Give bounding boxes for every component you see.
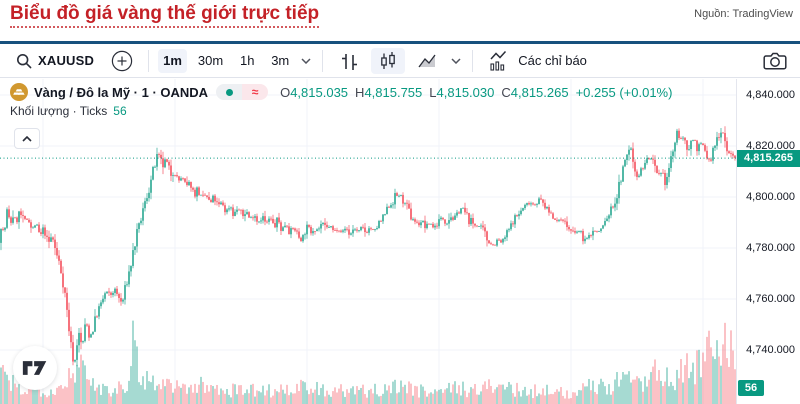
chevron-up-icon: [22, 135, 32, 142]
timeframe-1m[interactable]: 1m: [158, 48, 187, 73]
toolbar-separator: [472, 49, 474, 72]
chart-toolbar: XAUUSD 1m 30m 1h 3m: [0, 44, 800, 78]
header-divider: [0, 41, 800, 44]
price-tick: 4,760.000: [746, 293, 795, 305]
price-tick: 4,780.000: [746, 242, 795, 254]
ohlc-low: L4,815.030: [429, 84, 495, 100]
indicators-button[interactable]: Các chỉ báo: [482, 48, 593, 74]
delayed-data-icon: ≈: [242, 84, 269, 100]
page-title[interactable]: Biểu đồ giá vàng thế giới trực tiếp: [10, 3, 320, 28]
page-header: Biểu đồ giá vàng thế giới trực tiếp Nguồ…: [0, 0, 800, 41]
price-tick: 4,800.000: [746, 191, 795, 203]
bars-style-button[interactable]: [332, 48, 366, 74]
ohlc-high: H4,815.755: [355, 84, 423, 100]
timeframe-menu-chevron-down-icon[interactable]: [299, 57, 313, 64]
source-credit: Nguồn: TradingView: [694, 8, 793, 20]
symbol-legend: Vàng / Đô la Mỹ · 1 · OANDA ≈ O4,815.035…: [10, 83, 672, 101]
candles-style-button[interactable]: [371, 47, 406, 74]
ohlc-values: O4,815.035 H4,815.755 L4,815.030 C4,815.265…: [280, 85, 672, 100]
timeframe-1h[interactable]: 1h: [234, 49, 260, 73]
candlestick-chart[interactable]: [0, 79, 736, 404]
search-icon: [16, 53, 32, 69]
area-style-icon: [416, 50, 438, 72]
tradingview-logo[interactable]: [13, 346, 57, 390]
timeframe-3m[interactable]: 3m: [266, 49, 294, 73]
symbol-search-button[interactable]: XAUUSD: [10, 48, 100, 74]
camera-icon: [762, 50, 788, 72]
toolbar-separator: [148, 49, 150, 72]
gold-coin-icon: [10, 83, 28, 101]
symbol-label: XAUUSD: [38, 53, 95, 68]
volume-value-label: 56: [738, 380, 764, 396]
price-tick: 4,840.000: [746, 89, 795, 101]
legend-title[interactable]: Vàng / Đô la Mỹ · 1 · OANDA: [34, 84, 209, 100]
current-price-label: 4,815.265: [737, 149, 800, 167]
ohlc-open: O4,815.035: [280, 84, 349, 100]
collapse-legend-button[interactable]: [14, 128, 40, 149]
compare-add-icon: [111, 50, 133, 72]
timeframe-group: 1m 30m 1h 3m: [158, 48, 294, 73]
snapshot-camera-button[interactable]: [760, 48, 790, 74]
timeframe-30m[interactable]: 30m: [193, 49, 228, 73]
bars-style-icon: [338, 50, 360, 72]
volume-legend-value: 56: [113, 104, 127, 118]
indicators-icon: [488, 50, 512, 72]
volume-legend: Khối lượng · Ticks 56: [10, 104, 127, 118]
price-change: +0.255 (+0.01%): [575, 84, 673, 100]
chart-area[interactable]: 4,840.000 4,820.000 4,800.000 4,780.000 4,76…: [0, 79, 800, 404]
style-menu-chevron-down-icon[interactable]: [449, 57, 463, 64]
market-status-pill[interactable]: ≈: [216, 84, 269, 100]
toolbar-separator: [322, 49, 324, 72]
data-status-dot-icon: [216, 84, 243, 100]
compare-add-button[interactable]: [105, 48, 139, 74]
price-axis[interactable]: 4,840.000 4,820.000 4,800.000 4,780.000 4,76…: [736, 79, 800, 404]
indicators-label: Các chỉ báo: [518, 53, 587, 68]
price-tick: 4,740.000: [746, 344, 795, 356]
candles-style-icon: [377, 50, 399, 72]
price-tick: 4,820.000: [746, 140, 795, 152]
ohlc-close: C4,815.265: [501, 84, 569, 100]
volume-legend-label[interactable]: Khối lượng · Ticks: [10, 104, 108, 118]
area-style-button[interactable]: [410, 48, 444, 74]
